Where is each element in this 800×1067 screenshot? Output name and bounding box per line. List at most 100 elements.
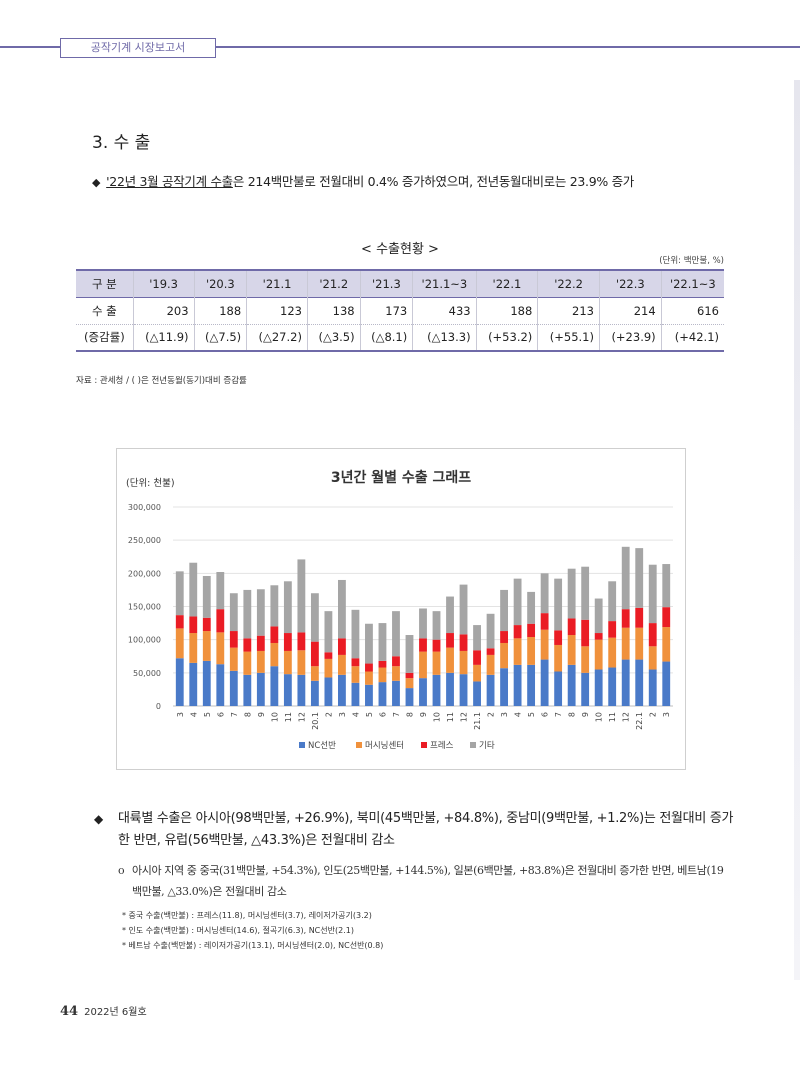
x-tick-label: 10 (270, 712, 279, 722)
bar-segment (256, 635, 265, 651)
bar-segment (594, 669, 603, 706)
legend-swatch (421, 742, 427, 748)
table-cell: (△27.2) (246, 324, 308, 351)
bar-segment (527, 591, 536, 624)
bar-segment (270, 642, 279, 667)
header-cell: '21.1~3 (412, 270, 477, 297)
bar-segment (554, 644, 563, 672)
bar-segment (486, 648, 495, 655)
bar-segment (419, 651, 427, 679)
x-tick-label: 20.1 (311, 712, 320, 730)
bar-segment (486, 674, 495, 706)
bar-segment (297, 674, 306, 706)
bar-segment (567, 568, 576, 619)
bar-segment (648, 669, 657, 706)
header-cell: '21.2 (306, 270, 361, 297)
bar-segment (378, 660, 387, 668)
bar-segment (175, 571, 184, 616)
bar-segment (513, 578, 522, 626)
y-tick-label: 100,000 (128, 636, 161, 645)
bar-segment (216, 632, 225, 665)
x-tick-label: 22.1 (635, 712, 644, 730)
x-tick-label: 3 (176, 712, 185, 717)
x-tick-label: 8 (405, 712, 414, 717)
bar-segment (459, 674, 468, 706)
bar-segment (324, 611, 333, 653)
bar-segment (648, 646, 657, 670)
lead-text: 은 214백만불로 전월대비 0.4% 증가하였으며, 전년동월대비로는 23.… (232, 174, 635, 189)
bar-segment (635, 659, 644, 706)
bar-segment (243, 589, 252, 639)
bar-segment (405, 678, 414, 689)
bar-segment (392, 666, 400, 681)
bar-segment (338, 579, 346, 639)
bar-segment (365, 671, 373, 685)
table-cell: (△7.5) (193, 324, 247, 351)
bar-segment (554, 578, 563, 631)
bar-segment (608, 621, 617, 638)
x-tick-label: 12 (460, 712, 469, 722)
table-cell: 214 (598, 297, 662, 324)
x-tick-label: 7 (230, 712, 239, 717)
diamond-bullet-icon: ◆ (94, 812, 103, 826)
bar-segment (486, 613, 495, 649)
table-cell: (+42.1) (660, 324, 724, 351)
legend-label: 프레스 (430, 741, 454, 751)
header-cell: 구 분 (76, 270, 134, 297)
issue-label: 2022년 6월호 (84, 1007, 147, 1018)
legend-swatch (356, 742, 362, 748)
export-status-table: 구 분 '19.3 '20.3 '21.1 '21.2 '21.3 '21.1~… (76, 269, 724, 352)
x-tick-label: 7 (554, 712, 563, 717)
bar-segment (229, 670, 238, 706)
chart-unit-label: (단위: 천불) (126, 478, 175, 489)
bar-segment (459, 650, 468, 675)
bar-segment (635, 627, 644, 660)
regional-summary-text: 대륙별 수출은 아시아(98백만불, +26.9%), 북미(45백만불, +8… (118, 811, 734, 848)
bar-segment (473, 625, 481, 651)
bar-segment (378, 682, 387, 706)
bar-segment (446, 596, 454, 634)
legend-swatch (470, 742, 476, 748)
bar-segment (648, 623, 657, 647)
x-tick-label: 3 (338, 712, 347, 717)
bar-segment (324, 652, 333, 659)
x-tick-label: 8 (568, 712, 577, 717)
bar-segment (365, 623, 373, 664)
bar-segment (648, 564, 657, 624)
bar-segment (324, 677, 333, 706)
bar-segment (256, 650, 265, 673)
bar-segment (216, 609, 225, 633)
bar-segment (283, 674, 292, 706)
bar-segment (270, 626, 279, 643)
bar-segment (594, 633, 603, 640)
bar-segment (283, 650, 292, 675)
x-tick-label: 11 (446, 712, 455, 722)
bar-segment (310, 593, 319, 642)
table-cell: (+23.9) (598, 324, 662, 351)
bar-segment (351, 609, 360, 659)
bar-segment (432, 651, 441, 675)
bar-segment (594, 639, 603, 670)
bar-segment (243, 651, 252, 675)
table-header-row: 구 분 '19.3 '20.3 '21.1 '21.2 '21.3 '21.1~… (76, 270, 724, 297)
x-tick-label: 10 (433, 712, 442, 722)
bar-segment (432, 639, 441, 652)
bar-segment (365, 663, 373, 672)
x-tick-label: 9 (257, 712, 266, 717)
bar-segment (419, 638, 427, 652)
header-cell: '20.3 (193, 270, 247, 297)
bar-segment (175, 628, 184, 659)
bar-segment (567, 664, 576, 706)
x-tick-label: 7 (392, 712, 401, 717)
regional-export-summary: ◆ 대륙별 수출은 아시아(98백만불, +26.9%), 북미(45백만불, … (94, 808, 734, 852)
bar-segment (202, 631, 211, 661)
bar-segment (446, 633, 454, 648)
table-row-export: 수 출 203 188 123 138 173 433 188 213 214 … (76, 297, 724, 324)
bar-segment (229, 593, 238, 632)
table-cell: 433 (412, 297, 477, 324)
bar-segment (256, 672, 265, 706)
y-tick-label: 0 (156, 702, 161, 711)
x-tick-label: 2 (487, 712, 496, 717)
x-tick-label: 4 (514, 712, 523, 717)
row-label: 수 출 (91, 303, 117, 318)
